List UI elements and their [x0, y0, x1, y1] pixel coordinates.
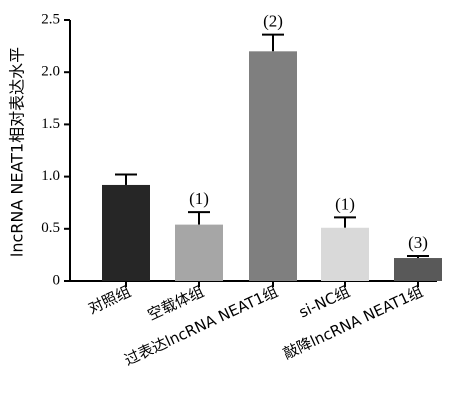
x-category-label: 敲降lncRNA NEAT1组	[280, 282, 425, 363]
y-tick-label: 2.5	[41, 11, 60, 27]
significance-label: (1)	[189, 189, 209, 208]
bar-group: (1)	[175, 189, 223, 281]
y-tick-label: 0.5	[41, 220, 60, 236]
bar-group	[102, 173, 150, 281]
bar-group: (1)	[321, 194, 369, 281]
y-axis-title: lncRNA NEAT1相对表达水平	[8, 47, 27, 257]
y-tick-label: 2.0	[41, 64, 60, 80]
bar	[321, 227, 369, 281]
x-category-label: 对照组	[85, 282, 133, 317]
significance-label: (2)	[263, 12, 283, 31]
significance-label: (1)	[335, 194, 355, 213]
y-tick-label: 0	[53, 272, 61, 288]
bars: (1) (2) (1) (3)	[102, 12, 442, 281]
bar	[102, 184, 150, 281]
y-axis-title-group: lncRNA NEAT1相对表达水平	[8, 47, 27, 257]
x-category-label: si-NC组	[296, 282, 353, 321]
y-tick-label: 1.0	[41, 168, 60, 184]
bar	[394, 258, 442, 281]
bar	[175, 224, 223, 281]
bar	[249, 51, 297, 281]
significance-label: (3)	[408, 233, 428, 252]
bar-group: (3)	[394, 233, 442, 281]
bar-group: (2)	[249, 12, 297, 281]
y-tick-label: 1.5	[41, 116, 60, 132]
axes: 0 0.5 1.0 1.5 2.0 2.5	[41, 11, 437, 288]
